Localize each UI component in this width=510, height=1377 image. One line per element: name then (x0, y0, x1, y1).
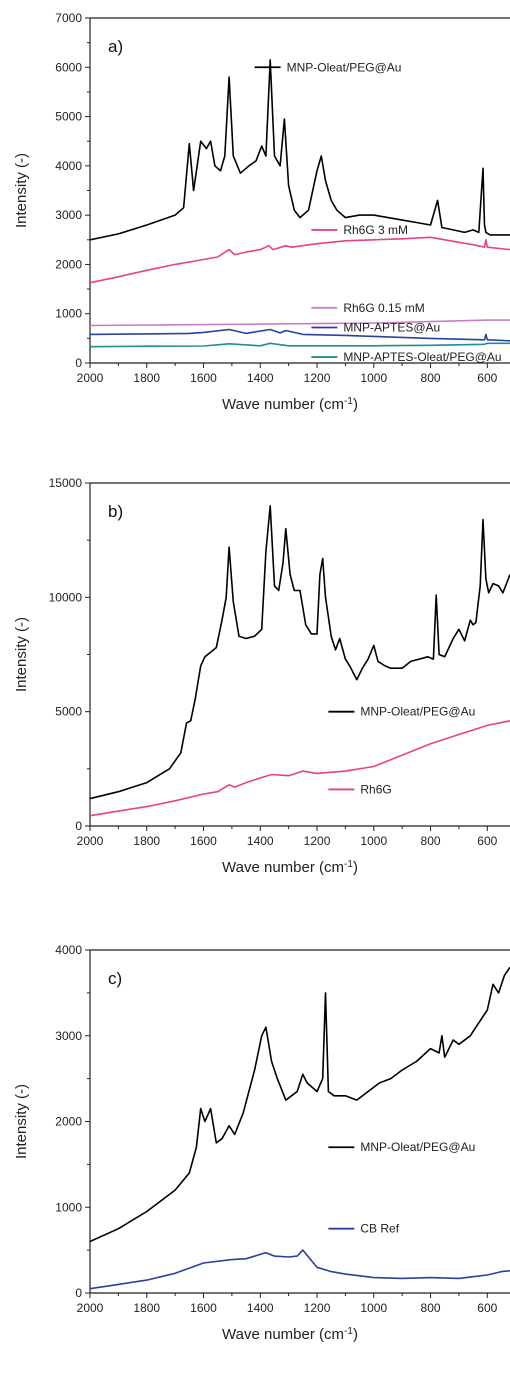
legend-label: CB Ref (360, 1222, 399, 1236)
y-axis-label: Intensity (-) (13, 617, 30, 692)
x-tick-label: 2000 (77, 371, 104, 385)
x-tick-label: 800 (421, 834, 441, 848)
series-line-1 (90, 505, 510, 800)
x-tick-label: 1200 (304, 834, 331, 848)
y-tick-label: 1000 (55, 1200, 82, 1214)
x-tick-label: 1600 (190, 834, 217, 848)
series-line-1 (90, 966, 510, 1243)
x-tick-label: 1000 (360, 1301, 387, 1315)
series-line-4 (90, 328, 510, 342)
x-tick-label: 1200 (304, 1301, 331, 1315)
x-axis-label: Wave number (cm-1) (222, 859, 358, 877)
y-tick-label: 2000 (55, 1115, 82, 1129)
x-tick-label: 1600 (190, 1301, 217, 1315)
y-tick-label: 4000 (55, 159, 82, 173)
series-line-2 (90, 720, 510, 817)
x-tick-label: 600 (477, 1301, 497, 1315)
x-tick-label: 2000 (77, 1301, 104, 1315)
y-tick-label: 4000 (55, 943, 82, 957)
chart-panel-1: 2000 1800 1600 1400 1200 1000 800 6000100020003… (13, 11, 510, 413)
series-line-2 (90, 236, 510, 284)
y-tick-label: 6000 (55, 60, 82, 74)
y-tick-label: 5000 (55, 110, 82, 124)
legend-label: Rh6G 3 mM (343, 223, 408, 237)
y-tick-label: 2000 (55, 257, 82, 271)
x-tick-label: 1600 (190, 371, 217, 385)
series-group (90, 966, 510, 1290)
x-tick-label: 600 (477, 371, 497, 385)
panel-label: a) (108, 37, 123, 56)
y-tick-label: 0 (75, 819, 82, 833)
legend-label: MNP-Oleat/PEG@Au (360, 705, 475, 719)
series-line-2 (90, 1249, 510, 1290)
legend-label: MNP-APTES@Au (343, 321, 440, 335)
x-tick-label: 1800 (133, 834, 160, 848)
x-tick-label: 1800 (133, 371, 160, 385)
y-axis-label: Intensity (-) (13, 153, 30, 228)
y-tick-label: 5000 (55, 705, 82, 719)
x-tick-label: 1000 (360, 834, 387, 848)
y-axis-label: Intensity (-) (13, 1084, 30, 1159)
y-tick-label: 3000 (55, 208, 82, 222)
x-tick-label: 800 (421, 371, 441, 385)
x-axis-label: Wave number (cm-1) (222, 1326, 358, 1344)
series-line-1 (90, 59, 510, 241)
y-tick-label: 0 (75, 356, 82, 370)
legend-label: Rh6G (360, 782, 391, 796)
x-tick-label: 1800 (133, 1301, 160, 1315)
x-axis-label: Wave number (cm-1) (222, 396, 358, 414)
legend-label: MNP-APTES-Oleat/PEG@Au (343, 350, 501, 364)
series-group (90, 59, 510, 348)
x-tick-label: 1400 (247, 1301, 274, 1315)
y-tick-label: 0 (75, 1286, 82, 1300)
panel-label: b) (108, 502, 123, 521)
y-tick-label: 10000 (49, 590, 83, 604)
legend-label: MNP-Oleat/PEG@Au (287, 60, 402, 74)
x-tick-label: 2000 (77, 834, 104, 848)
chart-panel-2: 2000 1800 1600 1400 1200 1000 800 600 0 5000 10000… (13, 476, 510, 876)
x-tick-label: 800 (421, 1301, 441, 1315)
y-tick-label: 15000 (49, 476, 83, 490)
x-tick-label: 1400 (247, 834, 274, 848)
series-line-5 (90, 342, 510, 348)
y-tick-label: 3000 (55, 1029, 82, 1043)
y-tick-label: 7000 (55, 11, 82, 25)
panel-label: c) (108, 969, 122, 988)
series-group (90, 505, 510, 817)
series-line-3 (90, 319, 510, 327)
y-tick-label: 1000 (55, 307, 82, 321)
x-tick-label: 1400 (247, 371, 274, 385)
x-tick-label: 1000 (360, 371, 387, 385)
x-tick-label: 1200 (304, 371, 331, 385)
legend-label: MNP-Oleat/PEG@Au (360, 1140, 475, 1154)
x-tick-label: 600 (477, 834, 497, 848)
chart-panel-3: 2000 1800 1600 1400 1200 1000 800 600 0 1000 2000 3… (13, 943, 510, 1343)
legend-label: Rh6G 0.15 mM (343, 301, 424, 315)
